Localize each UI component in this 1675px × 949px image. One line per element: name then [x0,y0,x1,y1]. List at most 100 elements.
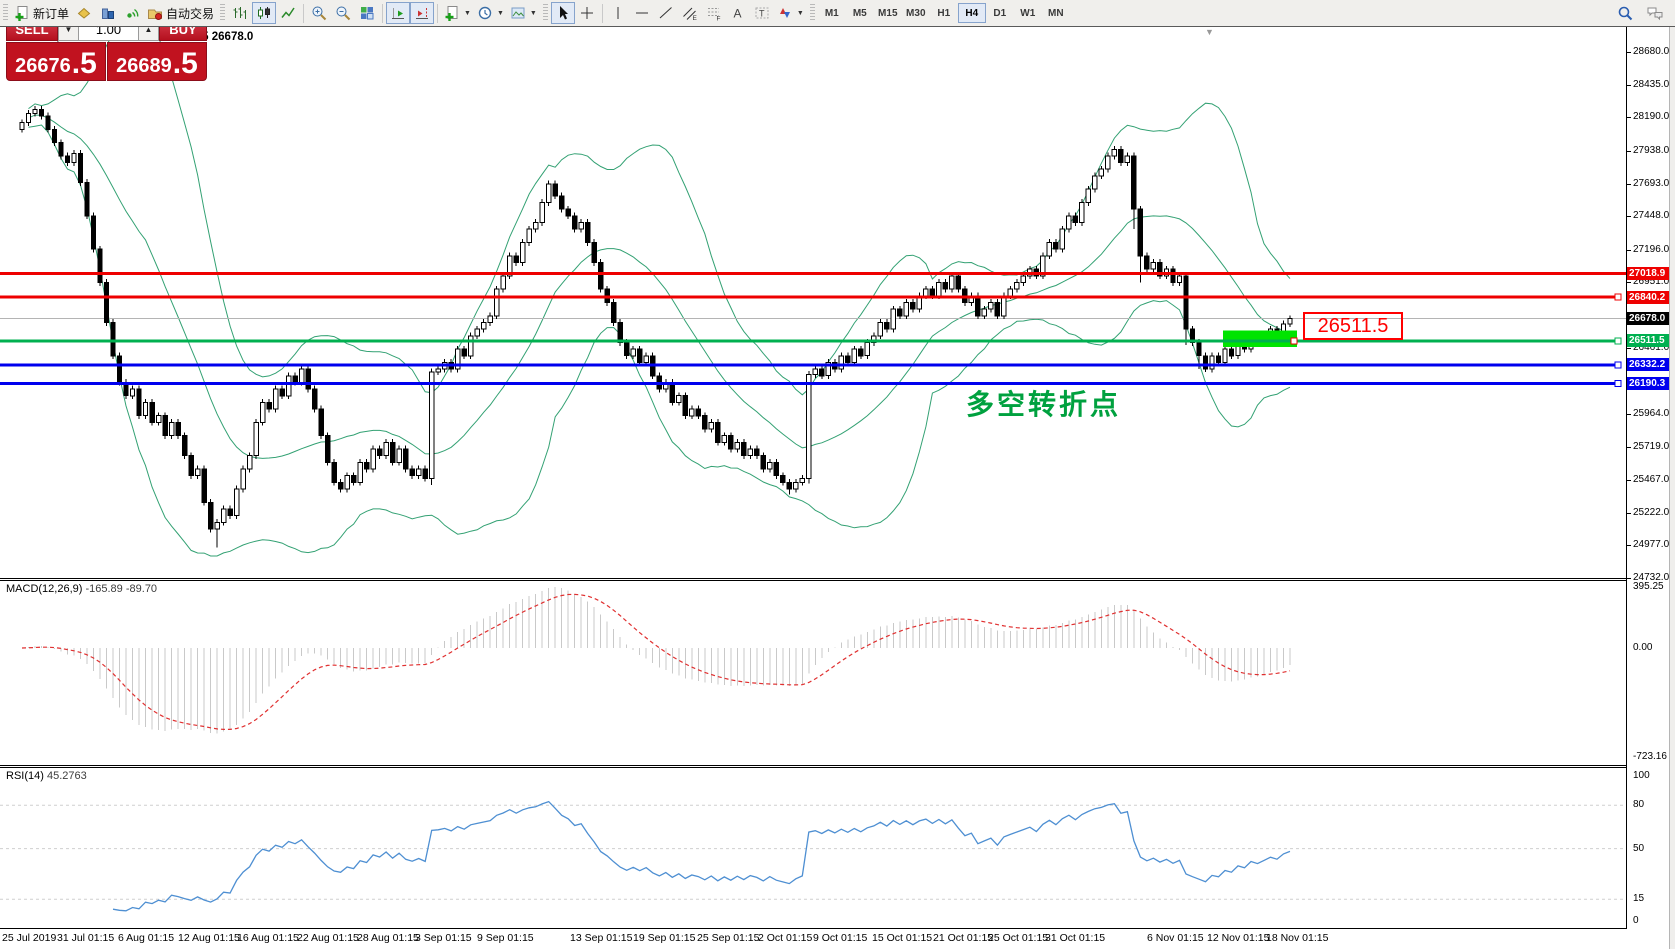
zoom-out-button[interactable] [331,2,355,24]
buy-price-box[interactable]: 26689 .5 [107,42,207,81]
autoscroll-button[interactable] [386,2,411,24]
time-axis-label: 31 Oct 01:15 [1045,932,1106,944]
vertical-line-icon [610,5,626,21]
toolbar-grip[interactable] [220,4,226,22]
rsi-pane[interactable] [0,768,1626,928]
turning-point-annotation[interactable]: 多空转折点 [966,389,1122,420]
equidistant-channel-icon: E [682,5,698,21]
toolbar-grip[interactable] [809,4,815,22]
axis-tick-mark [1627,52,1631,53]
pane-separator[interactable] [0,578,1668,579]
profiles-icon [100,5,116,21]
level-line-handle[interactable] [1614,361,1622,369]
buy-price: 26689 [116,55,172,77]
pane-separator[interactable] [0,765,1668,766]
macd-pane[interactable] [0,581,1626,765]
bar-chart-button[interactable] [228,2,252,24]
price-callout-box[interactable]: 26511.5 [1303,311,1403,340]
candlestick-chart-icon [256,5,272,21]
price-tick-label: 25222.0 [1633,507,1670,518]
macd-axis-label: 0.00 [1633,642,1653,653]
indicators-button[interactable]: ▼ [441,2,474,24]
text-label-button[interactable]: T [750,2,774,24]
new-order-label: 新订单 [33,6,70,21]
price-tick-label: 27448.0 [1633,210,1670,221]
templates-icon [510,5,526,21]
arrows-button[interactable]: ▼ [774,2,807,24]
crosshair-button[interactable] [575,2,599,24]
svg-text:A: A [733,7,741,21]
time-axis-label: 19 Sep 01:15 [633,932,696,944]
price-chart-pane[interactable] [0,27,1626,578]
toolbar-separator [437,3,439,23]
crosshair-icon [579,5,595,21]
vertical-line-button[interactable] [606,2,630,24]
toolbar-grip[interactable] [3,4,8,22]
timeframe-m30-button[interactable]: M30 [906,7,926,19]
new-order-button[interactable]: 新订单 [11,2,72,24]
timeframe-m15-button[interactable]: M15 [878,7,898,19]
callout-anchor-handle[interactable] [1290,337,1298,345]
cursor-icon [555,5,571,21]
price-tag: 26190.3 [1627,377,1669,390]
text-button[interactable]: A [726,2,750,24]
timeframe-group: M1 M5 M15 M30 H1 H4 D1 W1 MN [818,3,1070,23]
level-line-handle[interactable] [1614,380,1622,388]
history-icon [76,5,92,21]
axis-tick-mark [1627,216,1631,217]
chart-window: 28680.0 28435.0 28190.0 27938.0 27693.0 27448… [0,27,1675,949]
time-axis-border [0,928,1668,929]
trendline-button[interactable] [654,2,678,24]
line-chart-button[interactable] [276,2,300,24]
chart-shift-button[interactable] [410,2,435,24]
search-button[interactable] [1613,2,1637,24]
periods-button[interactable]: ▼ [474,2,507,24]
pane-separator[interactable] [0,580,1668,581]
fibonacci-button[interactable]: F [702,2,726,24]
axis-tick-mark [1627,545,1631,546]
level-line-handle[interactable] [1614,293,1622,301]
autotrade-button[interactable]: 自动交易 [144,2,217,24]
timeframe-h4-button[interactable]: H4 [957,3,986,23]
axis-tick-mark [1627,513,1631,514]
signals-button[interactable] [120,2,144,24]
zoom-in-button[interactable] [307,2,331,24]
axis-tick-mark [1627,117,1631,118]
price-axis[interactable]: 28680.0 28435.0 28190.0 27938.0 27693.0 27448… [1627,27,1669,949]
time-axis-label: 31 Jul 01:15 [57,932,115,944]
macd-name: MACD(12,26,9) [6,583,83,595]
time-axis-label: 25 Oct 01:15 [988,932,1049,944]
axis-tick-mark [1627,578,1631,579]
templates-button[interactable]: ▼ [507,2,540,24]
price-tick-label: 28190.0 [1633,111,1670,122]
fibonacci-icon: F [706,5,722,21]
timeframe-m5-button[interactable]: M5 [852,7,867,19]
timeframe-mn-button[interactable]: MN [1048,7,1064,19]
tile-windows-button[interactable] [355,2,379,24]
profiles-button[interactable] [96,2,120,24]
new-order-icon [14,5,30,21]
level-line-handle[interactable] [1614,337,1622,345]
timeframe-w1-button[interactable]: W1 [1020,7,1036,19]
chat-button[interactable] [1643,2,1667,24]
sell-price-box[interactable]: 26676 .5 [6,42,106,81]
price-tag: 27018.9 [1627,267,1669,280]
axis-tick-mark [1627,151,1631,152]
chart-shift-marker-icon[interactable]: ▼ [1205,27,1214,37]
pane-separator[interactable] [0,767,1668,768]
toolbar-right-group [1613,2,1667,24]
timeframe-m1-button[interactable]: M1 [824,7,839,19]
timeframe-d1-button[interactable]: D1 [993,7,1007,19]
candlestick-chart-button[interactable] [252,2,277,24]
toolbar-grip[interactable] [542,4,548,22]
axis-tick-mark [1627,414,1631,415]
cursor-button[interactable] [550,2,575,24]
horizontal-line-button[interactable] [630,2,654,24]
timeframe-h1-button[interactable]: H1 [937,7,951,19]
rsi-indicator-label: RSI(14) 45.2763 [6,770,87,782]
history-center-button[interactable] [72,2,96,24]
indicators-icon [444,5,460,21]
rsi-axis-label: 15 [1633,893,1645,904]
equidistant-channel-button[interactable]: E [678,2,702,24]
autoscroll-icon [390,5,406,21]
